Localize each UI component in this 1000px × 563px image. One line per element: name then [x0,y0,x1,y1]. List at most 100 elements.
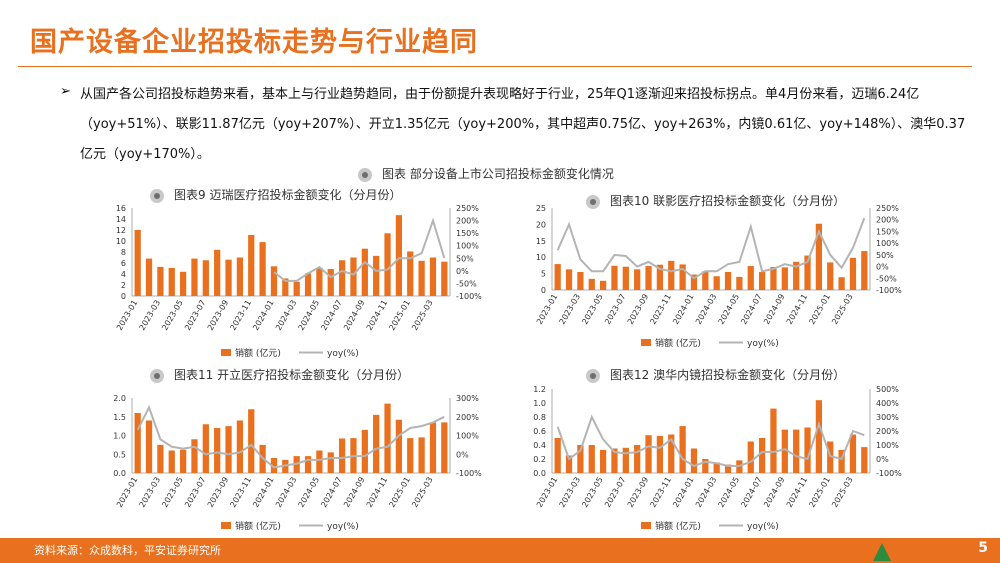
y-left-tick-label: 0.2 [533,455,546,464]
x-tick-label: 2023-07 [603,476,628,509]
bar [656,435,664,473]
x-tick-label: 2023-09 [206,299,231,332]
y-right-tick-label: 400% [876,399,899,408]
bar [577,271,584,290]
y-left-tick-label: 0.0 [113,469,126,478]
bar [861,251,868,290]
bar [815,400,823,473]
bar [316,450,323,473]
bar [214,249,221,296]
legend-line-label: yoy(%) [327,349,359,359]
x-tick-label: 2023-11 [228,476,253,509]
bar [713,462,720,473]
x-tick-label: 2024-07 [319,299,344,332]
bar [429,257,437,296]
x-tick-label: 2023-05 [580,293,605,326]
legend-line-label: yoy(%) [747,339,779,349]
x-tick-label: 2024-11 [365,299,390,332]
y-right-tick-label: 500% [876,385,899,394]
y-right-tick-label: -100% [876,469,902,478]
bar [202,424,209,473]
chart-title-text-2: 图表10 联影医疗招投标金额变化（分月份） [610,194,846,208]
x-tick-label: 2023-09 [626,476,651,509]
x-tick-label: 2025-01 [807,293,832,326]
bar [634,445,641,473]
y-right-tick-label: 250% [876,204,899,213]
main-figure-title-text: 图表 部分设备上市公司招投标金额变化情况 [382,167,614,181]
bar [168,267,175,296]
bar [861,447,868,473]
bar [304,273,312,296]
y-left-tick-label: 16 [116,204,126,213]
x-tick-label: 2024-03 [274,299,299,332]
bar [702,459,709,473]
bar [577,445,584,473]
bar [441,261,448,296]
bar [282,278,289,296]
bar [622,266,629,290]
chart-title-2: 图表10 联影医疗招投标金额变化（分月份） [586,192,845,209]
bar [770,267,777,290]
bar [599,449,607,473]
y-right-tick-label: 300% [456,394,479,403]
figure-bullet-icon [150,368,164,383]
page-title: 国产设备企业招投标走势与行业趋同 [30,27,478,58]
bar [418,437,425,473]
bar [588,278,595,290]
x-tick-label: 2024-07 [319,476,344,509]
yoy-line [556,414,865,468]
figure-bullet-icon [586,194,600,209]
bar [758,438,766,473]
yoy-line [136,404,445,469]
bar [418,260,425,296]
bar [702,271,709,290]
source-note: 资料来源：众成数科，平安证券研究所 [34,544,221,557]
bar [179,271,187,296]
bar [361,248,368,296]
y-left-tick-label: 0.8 [533,413,546,422]
bar [849,434,857,473]
bar [804,255,811,290]
bar [679,426,686,473]
bar [145,420,153,473]
legend-bar-label: 销额 (亿元) [235,347,281,359]
chart-title-text-4: 图表12 澳华内镜招投标金额变化（分月份） [610,368,846,382]
y-left-tick-label: 2 [121,281,126,290]
x-tick-label: 2024-11 [365,476,390,509]
x-tick-label: 2023-09 [206,476,231,509]
y-right-tick-label: 150% [876,227,899,236]
main-figure-title: 图表 部分设备上市公司招投标金额变化情况 [358,165,614,182]
chart-aohua: 0.0 0.2 0.4 0.6 0.8 1.0 1.2 -100% 0% 100% 200% 300%… [533,385,902,532]
x-tick-label: 2024-05 [297,299,322,332]
x-tick-label: 2023-01 [115,476,140,509]
bar [622,447,629,473]
bar [338,438,346,473]
bar [656,264,664,290]
bar [849,257,857,290]
y-left-tick-label: 2.0 [113,394,126,403]
y-left-tick-label: 0.4 [533,441,546,450]
x-tick-label: 2024-01 [251,299,276,332]
bar [758,271,766,290]
x-tick-label: 2024-09 [342,476,367,509]
x-tick-label: 2023-03 [558,293,583,326]
bar [588,445,595,473]
legend-line-label: yoy(%) [327,522,359,532]
bar [316,267,323,296]
legend-bar-label: 销额 (亿元) [235,520,281,532]
y-left-tick-label: 1.0 [113,432,126,441]
bar [804,427,811,473]
x-tick-label: 2025-01 [387,299,412,332]
y-left-tick-label: 0 [541,286,546,295]
y-right-tick-label: 100% [456,242,479,251]
bar [815,223,823,290]
bar [770,408,777,473]
legend-bar-swatch [221,522,231,529]
bar [736,276,743,290]
y-left-tick-label: 14 [116,215,126,224]
bar [202,260,209,296]
bar [248,409,255,473]
bar [599,280,607,290]
bar [565,269,573,290]
y-right-tick-label: -100% [876,286,902,295]
